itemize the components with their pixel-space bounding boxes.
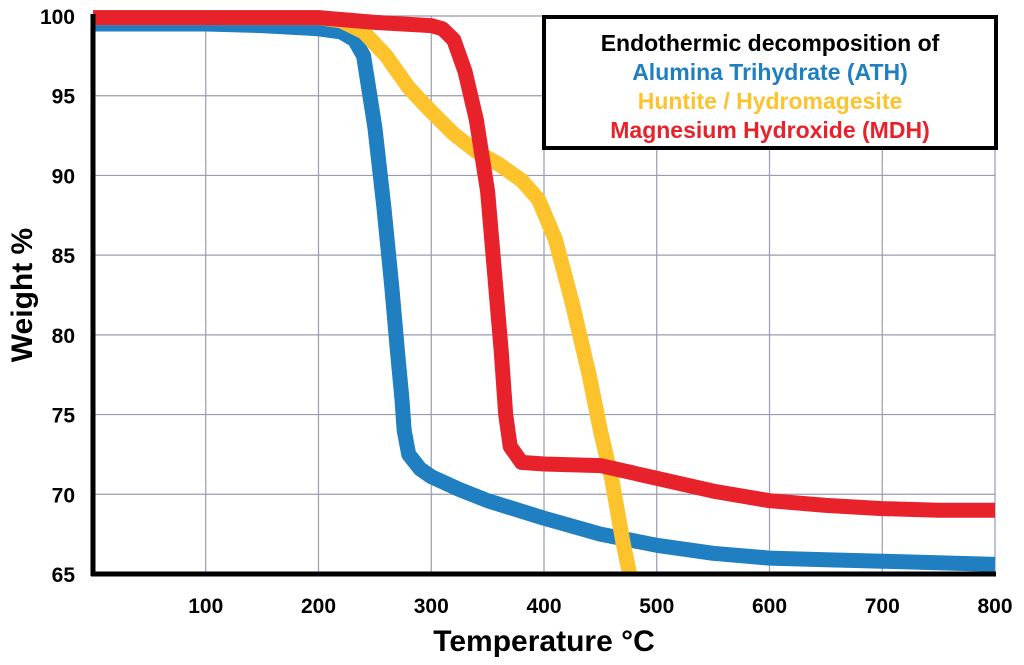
y-tick-label-75: 75 [52,405,76,428]
y-tick-label-95: 95 [52,86,76,109]
x-axis-title: Temperature °C [433,625,655,658]
legend-entry-ath: Alumina Trihydrate (ATH) [632,59,908,85]
x-tick-label-800: 800 [977,595,1012,618]
x-tick-label-100: 100 [188,595,223,618]
legend: Endothermic decomposition of Alumina Tri… [542,15,998,150]
legend-heading: Endothermic decomposition of [601,30,940,56]
y-tick-label-85: 85 [52,245,76,268]
y-tick-label-100: 100 [40,6,75,29]
x-tick-labels: 100 200 300 400 500 600 700 800 [188,595,1012,618]
series-lines [93,10,996,576]
legend-box [542,15,998,150]
x-tick-label-300: 300 [414,595,449,618]
y-tick-label-65: 65 [52,564,76,587]
y-tick-label-70: 70 [52,484,75,507]
x-tick-label-400: 400 [526,595,561,618]
y-tick-label-90: 90 [52,165,75,188]
legend-entry-mdh: Magnesium Hydroxide (MDH) [610,117,929,143]
legend-entry-huntite: Huntite / Hydromagesite [638,88,903,114]
series-line-magnesium-hydroxide-mdh [93,10,995,518]
y-tick-label-80: 80 [52,325,75,348]
x-tick-label-500: 500 [639,595,674,618]
y-axis-title: Weight % [6,228,39,362]
x-tick-label-600: 600 [752,595,787,618]
x-tick-label-700: 700 [865,595,900,618]
x-tick-label-200: 200 [301,595,336,618]
axes [90,14,996,577]
y-tick-labels: 65 70 75 80 85 90 95 100 [40,6,75,587]
series-line-alumina-trihydrate-ath [93,16,996,572]
